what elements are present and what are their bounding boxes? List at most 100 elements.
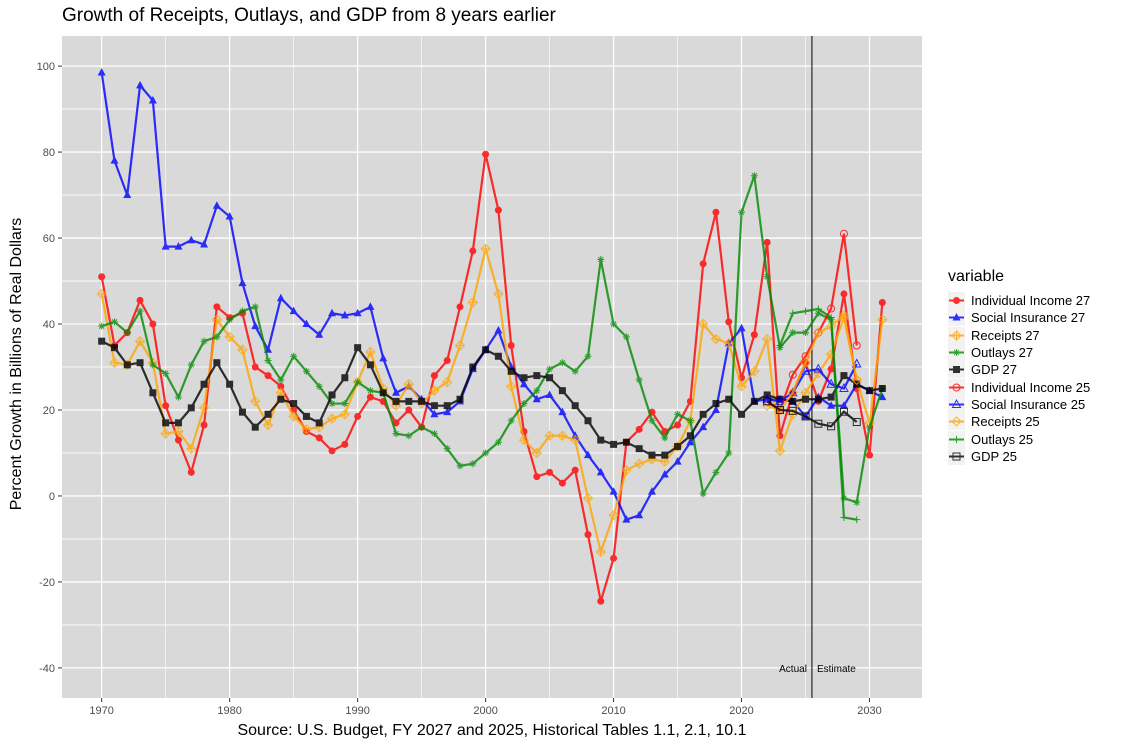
data-point [96,288,107,300]
diamond-mark [595,546,606,558]
data-point [610,320,618,328]
plus-mark [187,445,195,453]
diamond-mark [659,456,670,467]
legend-item: Individual Income 25 [948,378,1090,396]
data-point [953,366,960,374]
data-point [251,321,260,330]
data-point [877,314,888,325]
data-point [366,302,375,310]
diamond-mark [211,314,223,325]
data-point [749,366,760,377]
data-point [123,361,131,369]
data-point [661,434,669,442]
data-point [482,346,490,354]
plus-mark [725,339,733,347]
legend: variable Individual Income 27 Social Insu… [948,268,1090,465]
x-axis-label: Source: U.S. Budget, FY 2027 and 2025, H… [237,722,747,739]
data-point [712,468,720,476]
data-point [851,358,862,368]
data-point [674,443,682,451]
data-point [110,156,119,164]
data-point [800,357,811,368]
data-point [505,381,517,392]
legend-key [948,309,965,327]
plus-mark [277,389,285,397]
legend-label: GDP 25 [971,448,1018,464]
data-point [648,451,656,459]
data-point [584,352,592,360]
y-tick-label: 60 [43,233,55,245]
diamond-mark [761,333,773,345]
data-point [174,242,183,250]
plus-mark [776,447,784,455]
plus-mark [328,415,336,423]
data-point [110,344,118,352]
legend-item: Outlays 27 [948,344,1090,362]
data-point [951,398,962,408]
diamond-mark [134,336,146,347]
plus-mark [763,335,771,343]
plus-mark [520,436,528,444]
data-point [569,434,581,446]
y-tick-label: 20 [43,405,55,417]
data-point [635,445,643,453]
data-point [290,352,298,360]
data-point [354,344,362,352]
data-point [596,467,605,476]
diamond-mark [877,314,888,325]
plus-mark [584,494,592,502]
data-point [853,498,861,506]
data-point [801,412,810,421]
data-point [546,374,554,382]
data-point [238,408,246,416]
data-point [430,402,438,410]
data-point [136,296,144,304]
plus-mark [238,346,246,354]
data-point [674,421,682,429]
series-gdp-25 [763,397,861,431]
plus-mark [302,425,310,433]
data-point [595,546,606,558]
data-point [289,306,298,315]
data-point [776,342,784,350]
data-point [340,310,349,319]
data-point [443,445,451,453]
data-point [315,382,323,390]
diamond-mark [339,409,351,420]
plus-mark [405,380,413,388]
data-point [251,363,259,371]
legend-key [948,326,965,344]
data-point [699,260,707,268]
data-point [826,378,836,388]
legend-key-mark [949,313,964,321]
plus-mark [341,410,349,418]
plus-mark [162,430,170,438]
data-point [315,419,323,427]
data-point [558,479,566,487]
data-point [469,247,477,255]
diamond-mark [96,288,107,300]
data-point [584,531,592,539]
diamond-mark [326,413,338,424]
legend-item: Outlays 25 [948,430,1090,448]
series-receipts-25 [761,310,862,416]
plus-mark [699,320,707,328]
data-point [301,424,312,435]
data-point [290,400,298,408]
data-point [442,376,453,388]
data-point [507,342,515,350]
data-point [520,374,528,382]
data-point [443,407,452,416]
data-point [789,329,797,337]
data-point [174,436,182,444]
diamond-mark [569,434,581,446]
data-point [328,400,336,408]
legend-key [948,344,965,362]
diamond-mark [621,464,632,476]
y-tick-label: 80 [43,147,55,159]
data-point [814,328,823,337]
data-point [519,379,528,388]
data-point [262,419,274,431]
data-point [520,400,528,408]
